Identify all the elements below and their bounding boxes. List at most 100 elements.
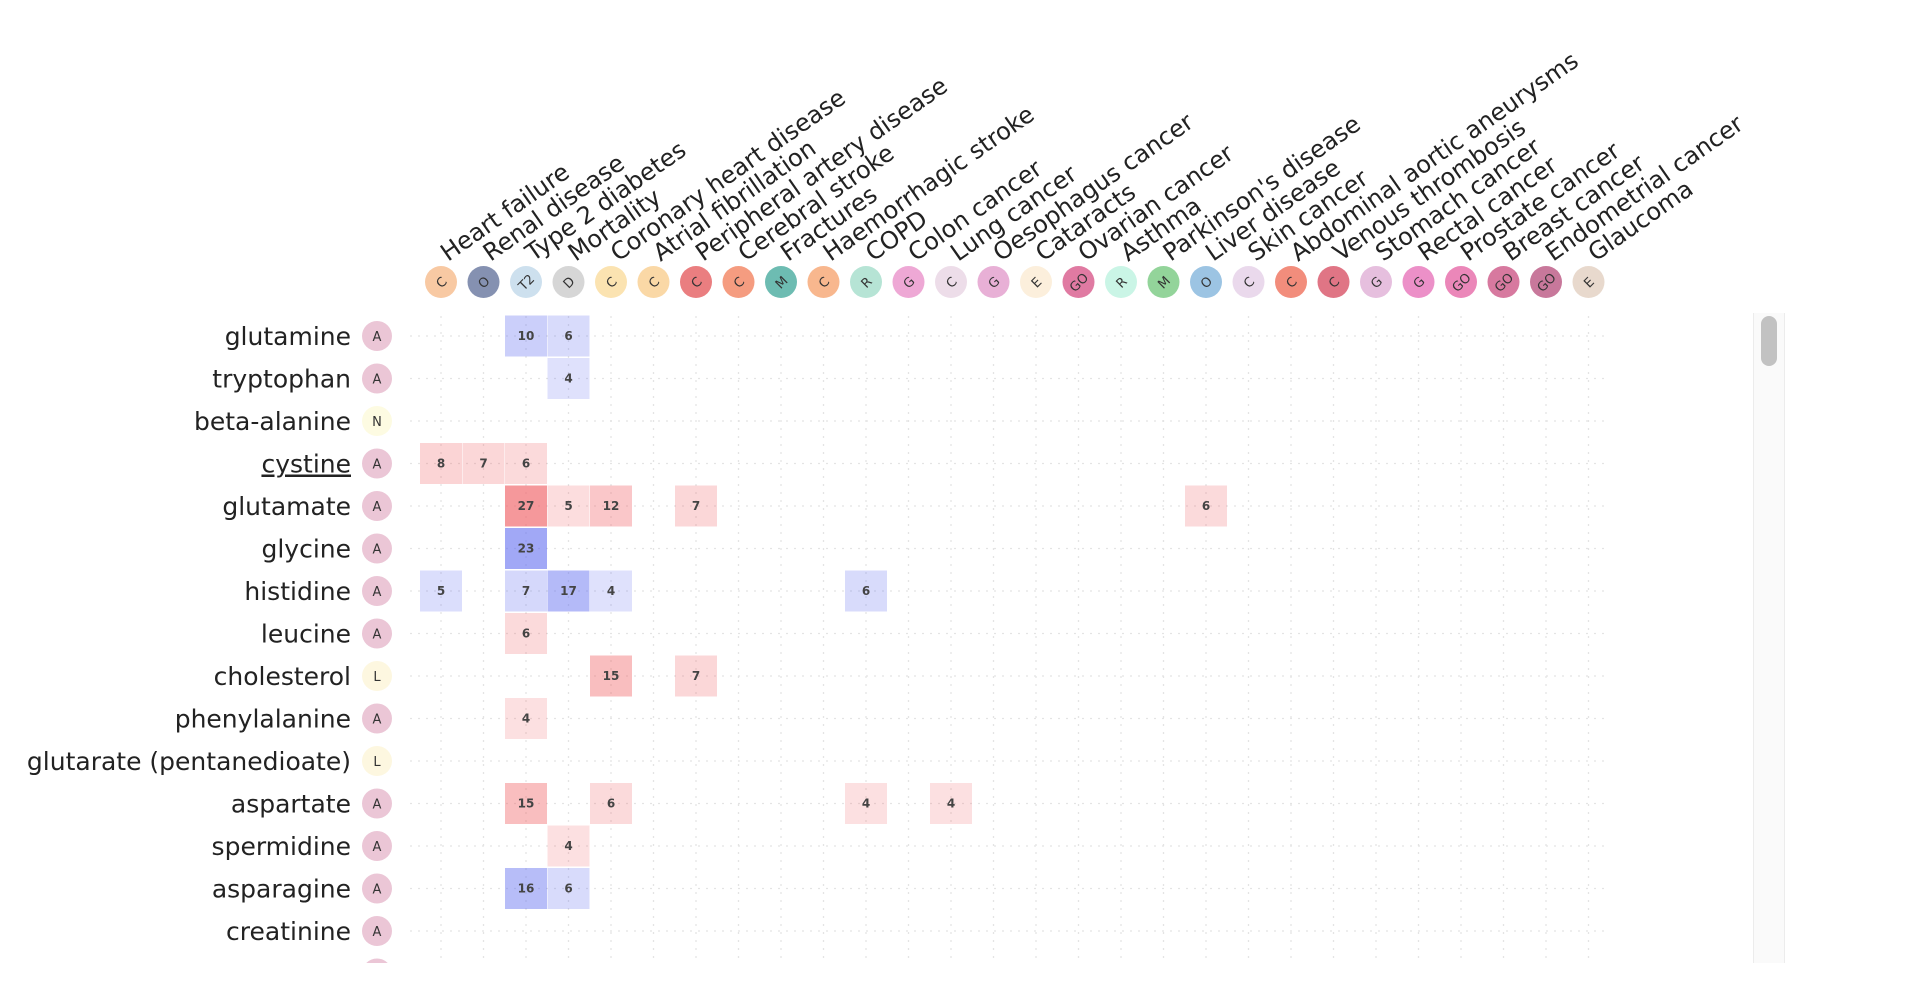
heatmap-cell-rect[interactable] [1185, 485, 1227, 527]
row-label[interactable]: beta-alanine [194, 407, 351, 436]
row-label[interactable]: asparagine [212, 875, 351, 904]
heatmap-cell-rect[interactable] [547, 315, 590, 357]
heatmap-cell[interactable]: 6 [547, 868, 590, 909]
row-header-creatinine[interactable]: creatinine A [226, 916, 392, 946]
row-label[interactable]: leucine [261, 620, 351, 649]
heatmap-cell[interactable]: 7 [675, 485, 717, 527]
heatmap-cell[interactable]: 17 [547, 570, 590, 612]
row-label[interactable]: phenylalanine [175, 705, 351, 734]
heatmap-cell-rect[interactable] [505, 443, 547, 484]
row-label[interactable]: glutamate [222, 492, 351, 521]
row-header-leucine[interactable]: leucine A [261, 618, 392, 649]
heatmap-cell-rect[interactable] [590, 783, 632, 824]
heatmap-cell[interactable]: 16 [505, 868, 547, 909]
heatmap-cell-rect[interactable] [547, 825, 590, 867]
heatmap-cell-rect[interactable] [590, 655, 632, 697]
heatmap-cell-rect[interactable] [505, 613, 547, 654]
column-category-badge [1062, 266, 1095, 298]
row-badge-text: L [373, 755, 381, 770]
heatmap-cell-rect[interactable] [462, 443, 505, 484]
column-category-badge [765, 266, 797, 298]
heatmap-cell-rect[interactable] [505, 528, 547, 569]
row-header-spermidine[interactable]: spermidine A [212, 831, 392, 861]
heatmap-cell[interactable]: 15 [590, 655, 632, 697]
row-header-cholesterol[interactable]: cholesterol L [214, 661, 392, 691]
heatmap-cell[interactable]: 6 [505, 443, 547, 484]
row-label[interactable]: glycine [261, 535, 351, 564]
heatmap-cell[interactable]: 10 [505, 315, 547, 357]
heatmap-cell-rect[interactable] [845, 570, 887, 612]
heatmap-cell-rect[interactable] [505, 570, 547, 612]
heatmap-cell[interactable]: 4 [590, 570, 632, 612]
row-header-aspartate[interactable]: aspartate A [231, 788, 392, 819]
heatmap-cell[interactable]: 6 [1185, 485, 1227, 527]
heatmap-cell-rect[interactable] [547, 485, 590, 527]
row-label[interactable]: cholesterol [214, 662, 351, 691]
heatmap-cell[interactable]: 8 [420, 443, 462, 484]
row-label[interactable]: glutamine [225, 322, 351, 351]
scrollbar-thumb[interactable] [1761, 316, 1777, 366]
heatmap-cell[interactable]: 4 [547, 825, 590, 867]
row-label[interactable]: creatinine [226, 917, 351, 946]
heatmap-cell[interactable]: 6 [845, 570, 887, 612]
heatmap-cell[interactable]: 7 [505, 570, 547, 612]
heatmap-cell-rect[interactable] [547, 570, 590, 612]
row-label[interactable]: spermidine [212, 832, 351, 861]
row-label[interactable]: glutarate (pentanedioate) [27, 747, 351, 776]
heatmap-cell-rect[interactable] [590, 485, 632, 527]
row-header-histidine[interactable]: histidine A [244, 576, 392, 606]
heatmap-cell-rect[interactable] [675, 655, 717, 697]
row-header-glycine[interactable]: glycine A [261, 533, 392, 564]
vertical-scrollbar[interactable] [1753, 313, 1785, 963]
heatmap-cell[interactable]: 23 [505, 528, 547, 569]
heatmap-cell-rect[interactable] [547, 868, 590, 909]
heatmap-cell-rect[interactable] [590, 570, 632, 612]
heatmap-cell[interactable]: 27 [505, 485, 547, 527]
heatmap-cell[interactable]: 7 [675, 655, 717, 697]
row-header-tryptophan[interactable]: tryptophan A [212, 363, 392, 394]
row-label[interactable]: aspartate [231, 790, 351, 819]
heatmap-cell-rect[interactable] [547, 358, 590, 399]
heatmap-cell-rect[interactable] [930, 783, 972, 824]
heatmap-cell[interactable]: 12 [590, 485, 632, 527]
heatmap-cell[interactable]: 4 [930, 783, 972, 824]
row-header-asparagine[interactable]: asparagine A [212, 873, 392, 904]
heatmap-cell[interactable]: 4 [505, 698, 547, 739]
heatmap-cell[interactable]: 7 [462, 443, 505, 484]
row-header-glutarate-pentanedioate[interactable]: glutarate (pentanedioate) L [27, 746, 392, 776]
heatmap-cell-rect[interactable] [420, 570, 462, 612]
row-badge-text: A [373, 883, 382, 898]
row-category-badge [362, 618, 392, 649]
heatmap-cell-value: 7 [692, 669, 700, 683]
heatmap-cell[interactable]: 4 [845, 783, 887, 824]
row-label[interactable]: cystine [261, 450, 351, 479]
heatmap-cell-rect[interactable] [505, 783, 547, 824]
row-label[interactable]: tryptophan [212, 365, 351, 394]
heatmap-cell-rect[interactable] [505, 315, 547, 357]
heatmap-cell-rect[interactable] [675, 485, 717, 527]
heatmap-cell-value: 4 [564, 839, 572, 853]
row-badge-text: A [373, 373, 382, 388]
row-header-cystine[interactable]: cystine A [261, 448, 392, 479]
row-header-beta-alanine[interactable]: beta-alanine N [194, 406, 392, 436]
column-category-badge [977, 266, 1010, 298]
heatmap-cell-rect[interactable] [420, 443, 462, 484]
heatmap-cell[interactable]: 6 [590, 783, 632, 824]
heatmap-cell[interactable]: 15 [505, 783, 547, 824]
heatmap-cell[interactable]: 4 [547, 358, 590, 399]
heatmap-cell-rect[interactable] [845, 783, 887, 824]
row-label[interactable]: histidine [244, 577, 351, 606]
row-header-glutamine[interactable]: glutamine A [225, 321, 392, 351]
heatmap-cell-value: 12 [603, 499, 620, 513]
heatmap-cell[interactable]: 6 [505, 613, 547, 654]
heatmap-cell-value: 10 [518, 329, 535, 343]
row-header-glutamate[interactable]: glutamate A [222, 491, 392, 521]
heatmap-cell[interactable]: 5 [420, 570, 462, 612]
heatmap-cell[interactable]: 6 [547, 315, 590, 357]
heatmap-cell-rect[interactable] [505, 698, 547, 739]
heatmap-cell-rect[interactable] [505, 868, 547, 909]
row-header-phenylalanine[interactable]: phenylalanine A [175, 703, 392, 734]
heatmap-cell-rect[interactable] [505, 485, 547, 527]
heatmap-cell[interactable]: 5 [547, 485, 590, 527]
